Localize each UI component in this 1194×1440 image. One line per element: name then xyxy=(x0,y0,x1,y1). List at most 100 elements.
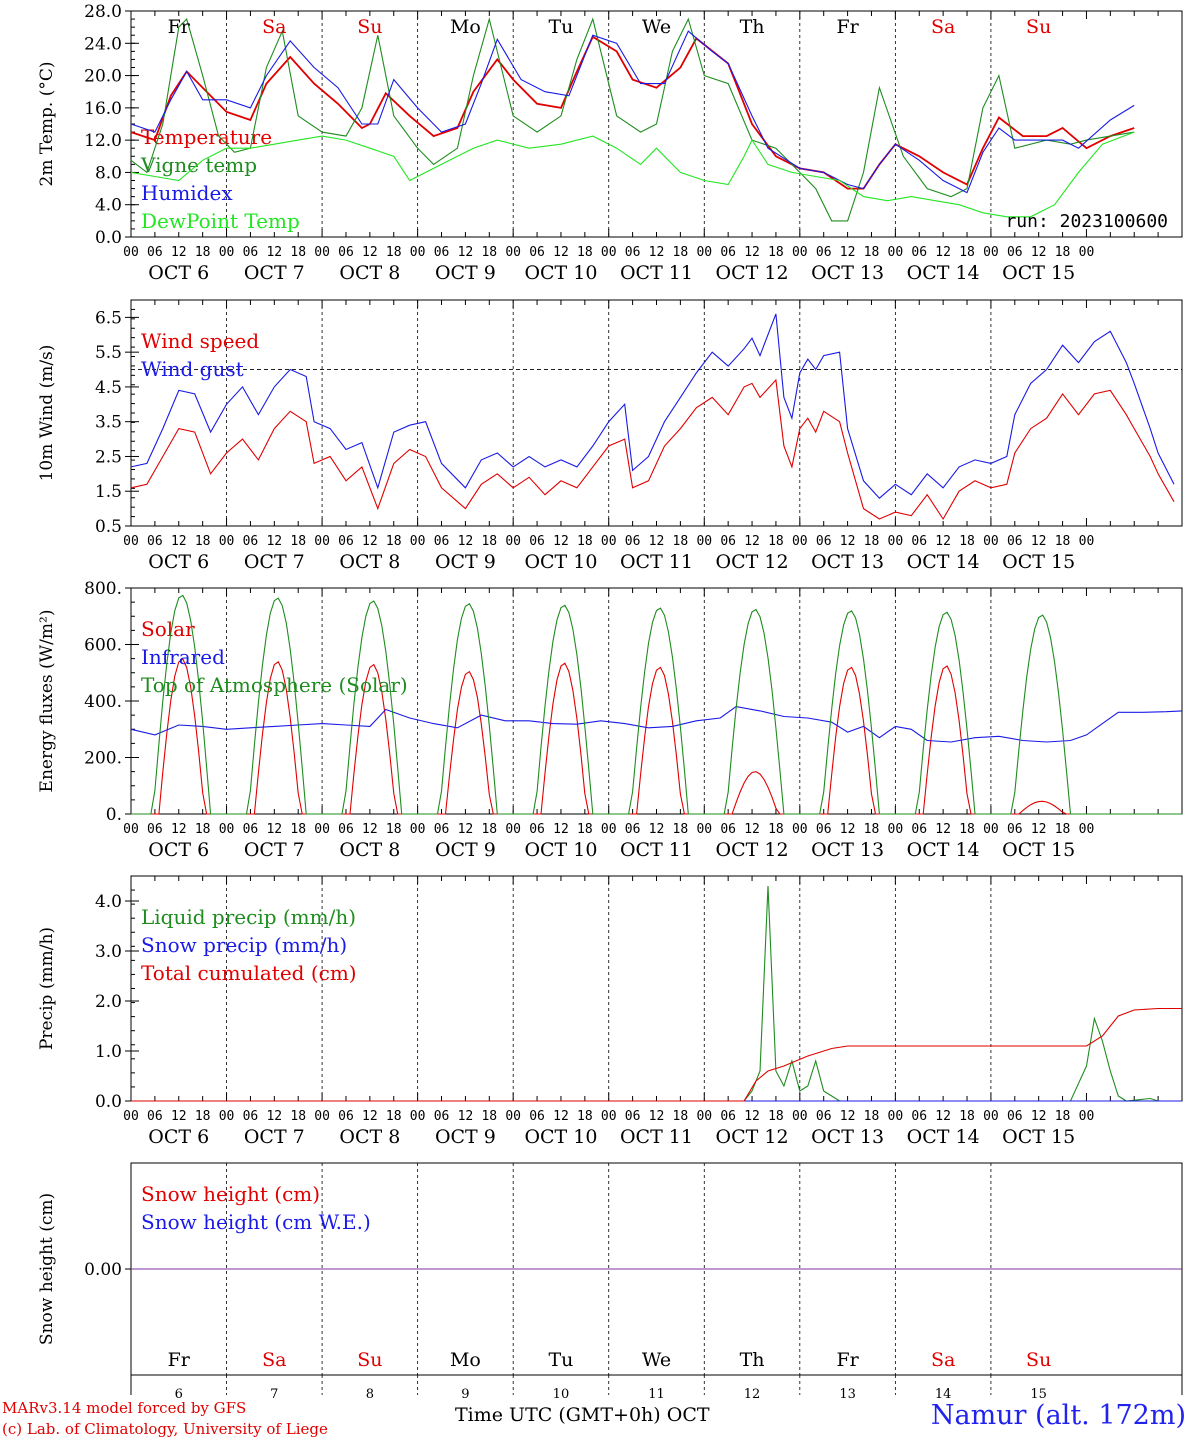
legend-entry: Liquid precip (mm/h) xyxy=(141,905,356,929)
day-of-week-label: Fr xyxy=(168,1349,191,1371)
day-date-label: OCT 10 xyxy=(524,839,597,861)
hour-tick-label: 12 xyxy=(266,534,282,549)
day-of-week-label: Sa xyxy=(931,1349,955,1371)
hour-tick-label: 18 xyxy=(1055,534,1071,549)
hour-tick-label: 06 xyxy=(625,822,641,837)
hour-tick-label: 18 xyxy=(1055,245,1071,260)
hour-tick-label: 06 xyxy=(243,822,259,837)
hour-tick-label: 00 xyxy=(888,1109,904,1124)
hour-tick-label: 06 xyxy=(1007,1109,1023,1124)
hour-tick-label: 18 xyxy=(386,822,402,837)
hour-tick-label: 18 xyxy=(290,822,306,837)
y-tick-label: 12.0 xyxy=(84,131,122,151)
day-of-week-label: Su xyxy=(1026,16,1051,38)
day-date-label: OCT 14 xyxy=(907,262,980,284)
day-number-label: 7 xyxy=(270,1387,278,1402)
y-tick-label: 0.00 xyxy=(84,1260,122,1280)
hour-tick-label: 12 xyxy=(458,245,474,260)
hour-tick-label: 06 xyxy=(147,534,163,549)
series-line-dewpoint-temp xyxy=(130,131,1135,218)
day-date-label: OCT 10 xyxy=(524,551,597,573)
day-date-label: OCT 15 xyxy=(1002,551,1075,573)
hour-tick-label: 06 xyxy=(816,245,832,260)
time-axis-label: Time UTC (GMT+0h) OCT xyxy=(455,1404,710,1426)
hour-tick-label: 00 xyxy=(505,822,521,837)
hour-tick-label: 06 xyxy=(147,245,163,260)
day-date-label: OCT 11 xyxy=(620,1126,693,1148)
hour-tick-label: 12 xyxy=(840,534,856,549)
y-tick-label: 4.0 xyxy=(95,196,122,216)
hour-tick-label: 00 xyxy=(314,822,330,837)
y-tick-label: 16.0 xyxy=(84,99,122,119)
hour-tick-label: 06 xyxy=(434,245,450,260)
y-tick-label: 800. xyxy=(84,579,122,599)
hour-tick-label: 00 xyxy=(123,534,139,549)
hour-tick-label: 12 xyxy=(840,1109,856,1124)
hour-tick-label: 00 xyxy=(888,245,904,260)
hour-tick-label: 12 xyxy=(1031,245,1047,260)
day-date-label: OCT 6 xyxy=(148,262,209,284)
day-date-label: OCT 14 xyxy=(907,1126,980,1148)
hour-tick-label: 18 xyxy=(673,245,689,260)
y-tick-label: 3.0 xyxy=(95,942,122,962)
hour-tick-label: 18 xyxy=(290,1109,306,1124)
hour-tick-label: 00 xyxy=(410,245,426,260)
day-of-week-label: Fr xyxy=(836,1349,859,1371)
y-tick-label: 4.5 xyxy=(95,378,122,398)
y-tick-label: 2.5 xyxy=(95,447,122,467)
day-date-label: OCT 8 xyxy=(339,262,400,284)
hour-tick-label: 06 xyxy=(243,1109,259,1124)
y-axis-label: 10m Wind (m/s) xyxy=(37,345,57,482)
day-date-label: OCT 12 xyxy=(716,551,789,573)
day-of-week-label: Mo xyxy=(450,16,481,38)
day-date-label: OCT 6 xyxy=(148,839,209,861)
hour-tick-label: 18 xyxy=(768,245,784,260)
hour-tick-label: 18 xyxy=(1055,1109,1071,1124)
day-date-label: OCT 12 xyxy=(716,262,789,284)
day-date-label: OCT 13 xyxy=(811,839,884,861)
legend-entry: Wind gust xyxy=(141,357,244,381)
legend-entry: DewPoint Temp xyxy=(141,209,300,233)
hour-tick-label: 00 xyxy=(410,822,426,837)
hour-tick-label: 06 xyxy=(338,822,354,837)
hour-tick-label: 18 xyxy=(959,534,975,549)
lab-credit: (c) Lab. of Climatology, University of L… xyxy=(2,1420,328,1438)
hour-tick-label: 00 xyxy=(219,1109,235,1124)
hour-tick-label: 12 xyxy=(362,822,378,837)
hour-tick-label: 00 xyxy=(983,1109,999,1124)
day-of-week-label: Su xyxy=(357,16,382,38)
day-of-week-label: Sa xyxy=(262,16,286,38)
day-date-label: OCT 9 xyxy=(435,262,496,284)
day-date-label: OCT 12 xyxy=(716,1126,789,1148)
hour-tick-label: 06 xyxy=(243,534,259,549)
hour-tick-label: 06 xyxy=(720,245,736,260)
hour-tick-label: 18 xyxy=(959,1109,975,1124)
hour-tick-label: 00 xyxy=(410,1109,426,1124)
y-axis-label: Snow height (cm) xyxy=(37,1193,57,1345)
day-of-week-label: We xyxy=(642,1349,671,1371)
y-tick-label: 20.0 xyxy=(84,67,122,87)
hour-tick-label: 18 xyxy=(481,822,497,837)
legend-entry: Infrared xyxy=(141,645,225,669)
day-of-week-label: Sa xyxy=(262,1349,286,1371)
hour-tick-label: 00 xyxy=(505,534,521,549)
hour-tick-label: 12 xyxy=(362,1109,378,1124)
month-label: OCT xyxy=(666,1404,710,1426)
day-date-label: OCT 9 xyxy=(435,551,496,573)
hour-tick-label: 12 xyxy=(935,534,951,549)
hour-tick-label: 06 xyxy=(434,534,450,549)
hour-tick-label: 06 xyxy=(1007,822,1023,837)
hour-tick-label: 00 xyxy=(410,534,426,549)
hour-tick-label: 12 xyxy=(458,1109,474,1124)
legend-entry: Top of Atmosphere (Solar) xyxy=(141,673,408,697)
day-of-week-label: Su xyxy=(1026,1349,1051,1371)
hour-tick-label: 06 xyxy=(147,822,163,837)
hour-tick-label: 00 xyxy=(314,534,330,549)
y-tick-label: 1.0 xyxy=(95,1042,122,1062)
series-line-wind-speed xyxy=(130,378,1175,521)
y-tick-label: 8.0 xyxy=(95,163,122,183)
hour-tick-label: 12 xyxy=(935,822,951,837)
legend-entry: Total cumulated (cm) xyxy=(141,961,357,985)
hour-tick-label: 00 xyxy=(219,534,235,549)
time-axis-title: Time UTC (GMT+0h) xyxy=(455,1404,661,1426)
